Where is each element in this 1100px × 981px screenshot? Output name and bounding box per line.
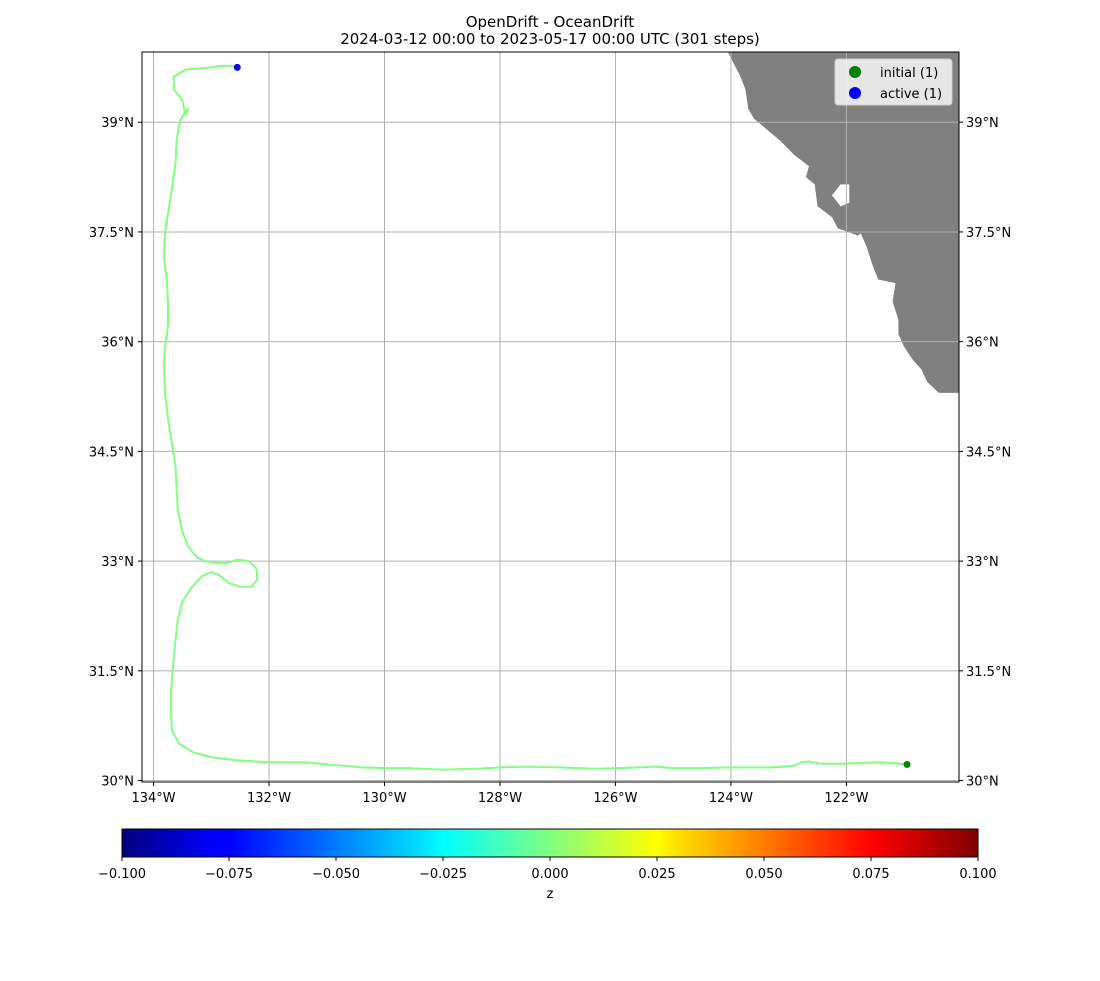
legend-label-active: active (1) bbox=[880, 87, 942, 102]
lon-tick-label: 122°W bbox=[824, 791, 868, 806]
land-layer bbox=[728, 52, 959, 445]
lat-tick-label-right: 33°N bbox=[966, 555, 999, 570]
colorbar-label: z bbox=[547, 887, 554, 902]
lat-tick-label-right: 31.5°N bbox=[966, 665, 1011, 680]
longitude-axis: 134°W 132°W 130°W 128°W 126°W 124°W 122°W bbox=[131, 782, 869, 806]
colorbar-tick-label: 0.050 bbox=[745, 867, 782, 882]
legend-marker-initial bbox=[849, 66, 861, 78]
legend: initial (1) active (1) bbox=[834, 58, 953, 106]
colorbar-gradient bbox=[121, 828, 979, 858]
colorbar-tick-label: −0.075 bbox=[205, 867, 253, 882]
trajectory-layer bbox=[162, 64, 908, 771]
legend-label-initial: initial (1) bbox=[880, 66, 938, 81]
particle-active-marker bbox=[233, 63, 241, 71]
lon-tick-label: 130°W bbox=[362, 791, 406, 806]
lat-tick-label-right: 30°N bbox=[966, 775, 999, 790]
colorbar: −0.100 −0.075 −0.050 −0.025 0.000 0.025 0.050 0… bbox=[98, 828, 997, 902]
lat-tick-label-left: 33°N bbox=[101, 555, 134, 570]
lon-tick-label: 126°W bbox=[593, 791, 637, 806]
lat-tick-label-left: 30°N bbox=[101, 775, 134, 790]
particle-markers bbox=[233, 63, 911, 768]
colorbar-tick-label: 0.075 bbox=[852, 867, 889, 882]
legend-box bbox=[834, 58, 953, 106]
lon-tick-label: 128°W bbox=[478, 791, 522, 806]
lon-tick-label: 124°W bbox=[709, 791, 753, 806]
lat-tick-label-left: 39°N bbox=[101, 116, 134, 131]
chart-title: OpenDrift - OceanDrift bbox=[466, 13, 635, 31]
lat-tick-label-right: 39°N bbox=[966, 116, 999, 131]
lat-tick-label-right: 34.5°N bbox=[966, 445, 1011, 460]
san-francisco-bay bbox=[832, 184, 850, 207]
colorbar-tick-label: −0.100 bbox=[98, 867, 146, 882]
lat-tick-label-right: 36°N bbox=[966, 336, 999, 351]
lat-tick-label-left: 37.5°N bbox=[89, 226, 134, 241]
drift-trajectory bbox=[162, 64, 908, 771]
map-frame bbox=[141, 51, 960, 783]
lat-tick-label-left: 31.5°N bbox=[89, 665, 134, 680]
gridlines bbox=[142, 52, 959, 782]
lat-tick-label-right: 37.5°N bbox=[966, 226, 1011, 241]
colorbar-tick-label: 0.025 bbox=[638, 867, 675, 882]
colorbar-tick-label: 0.100 bbox=[959, 867, 996, 882]
lat-tick-label-left: 36°N bbox=[101, 336, 134, 351]
map-plot-area bbox=[141, 51, 960, 783]
legend-marker-active bbox=[849, 87, 861, 99]
latitude-axis: 30°N 30°N 31.5°N 31.5°N 33°N 33°N 34.5°N 34.5°N… bbox=[89, 116, 1011, 789]
particle-initial-marker bbox=[903, 760, 911, 768]
land-coastline bbox=[728, 52, 959, 445]
lon-tick-label: 134°W bbox=[131, 791, 175, 806]
chart-subtitle: 2024-03-12 00:00 to 2023-05-17 00:00 UTC… bbox=[340, 30, 760, 48]
lon-tick-label: 132°W bbox=[247, 791, 291, 806]
colorbar-tick-label: 0.000 bbox=[531, 867, 568, 882]
colorbar-tick-label: −0.025 bbox=[419, 867, 467, 882]
lat-tick-label-left: 34.5°N bbox=[89, 445, 134, 460]
colorbar-ticks: −0.100 −0.075 −0.050 −0.025 0.000 0.025 0.050 0… bbox=[98, 857, 997, 882]
colorbar-tick-label: −0.050 bbox=[312, 867, 360, 882]
